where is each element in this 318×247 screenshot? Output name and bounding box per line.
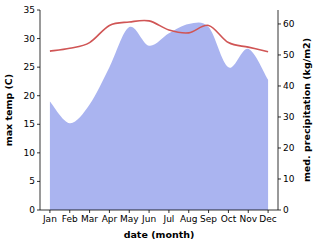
x-tick <box>149 210 150 213</box>
y-tick <box>37 67 40 68</box>
y-tick <box>37 124 40 125</box>
x-tick <box>188 210 189 213</box>
y-tick <box>37 38 40 39</box>
y-tick <box>37 95 40 96</box>
x-tick-label: Jan <box>42 214 57 224</box>
y2-tick <box>278 147 281 148</box>
x-tick-label: Feb <box>62 214 78 224</box>
x-tick-label: Mar <box>81 214 98 224</box>
y-tick-label: 20 <box>24 91 36 101</box>
x-tick-label: Aug <box>180 214 198 224</box>
y2-tick-label: 0 <box>283 205 289 215</box>
y-tick-label: 15 <box>24 119 35 129</box>
x-tick <box>129 210 130 213</box>
x-tick <box>89 210 90 213</box>
y2-tick <box>278 85 281 86</box>
y2-tick-label: 50 <box>283 50 295 60</box>
x-tick <box>268 210 269 213</box>
y-tick <box>37 152 40 153</box>
x-tick-label: Jul <box>162 214 174 224</box>
y-tick <box>37 210 40 211</box>
y2-tick-label: 20 <box>283 143 295 153</box>
x-tick <box>208 210 209 213</box>
chart: 0 5 10 15 20 25 30 35 0 10 20 30 40 50 60 Jan FebMar AprM… <box>0 0 318 247</box>
x-axis <box>40 210 278 211</box>
x-tick-label: May <box>120 214 139 224</box>
x-tick-label: Nov <box>239 214 257 224</box>
y2-tick <box>278 178 281 179</box>
y2-tick <box>278 23 281 24</box>
y2-tick <box>278 210 281 211</box>
temp-line <box>50 20 268 51</box>
precip-area <box>50 22 268 210</box>
y-axis <box>40 10 41 210</box>
y-tick-label: 5 <box>29 176 35 186</box>
y-tick-label: 30 <box>24 34 36 44</box>
y2-tick <box>278 116 281 117</box>
y2-axis-label: med. precipitation (kg/m2) <box>301 38 312 182</box>
y2-tick-label: 10 <box>283 174 295 184</box>
y-tick <box>37 181 40 182</box>
y2-tick-label: 30 <box>283 112 295 122</box>
y2-tick-label: 40 <box>283 81 295 91</box>
x-tick-label: Sep <box>200 214 217 224</box>
x-tick <box>168 210 169 213</box>
y2-tick <box>278 54 281 55</box>
x-tick <box>248 210 249 213</box>
x-axis-label: date (month) <box>124 229 195 240</box>
y-tick-label: 25 <box>24 62 35 72</box>
x-tick <box>109 210 110 213</box>
x-tick-label: Apr <box>102 214 118 224</box>
x-tick-label: Jun <box>141 214 156 224</box>
x-tick-label: Oct <box>221 214 237 224</box>
y-tick-label: 0 <box>29 205 35 215</box>
y-tick <box>37 10 40 11</box>
plot-area <box>50 20 268 210</box>
y2-tick-label: 60 <box>283 19 295 29</box>
y-tick-label: 35 <box>24 5 35 15</box>
x-tick <box>49 210 50 213</box>
y2-axis <box>278 10 279 210</box>
y-tick-label: 10 <box>24 148 36 158</box>
y-axis-label: max temp (C) <box>3 74 14 146</box>
x-tick <box>69 210 70 213</box>
x-tick <box>228 210 229 213</box>
x-tick-label: Dec <box>259 214 276 224</box>
